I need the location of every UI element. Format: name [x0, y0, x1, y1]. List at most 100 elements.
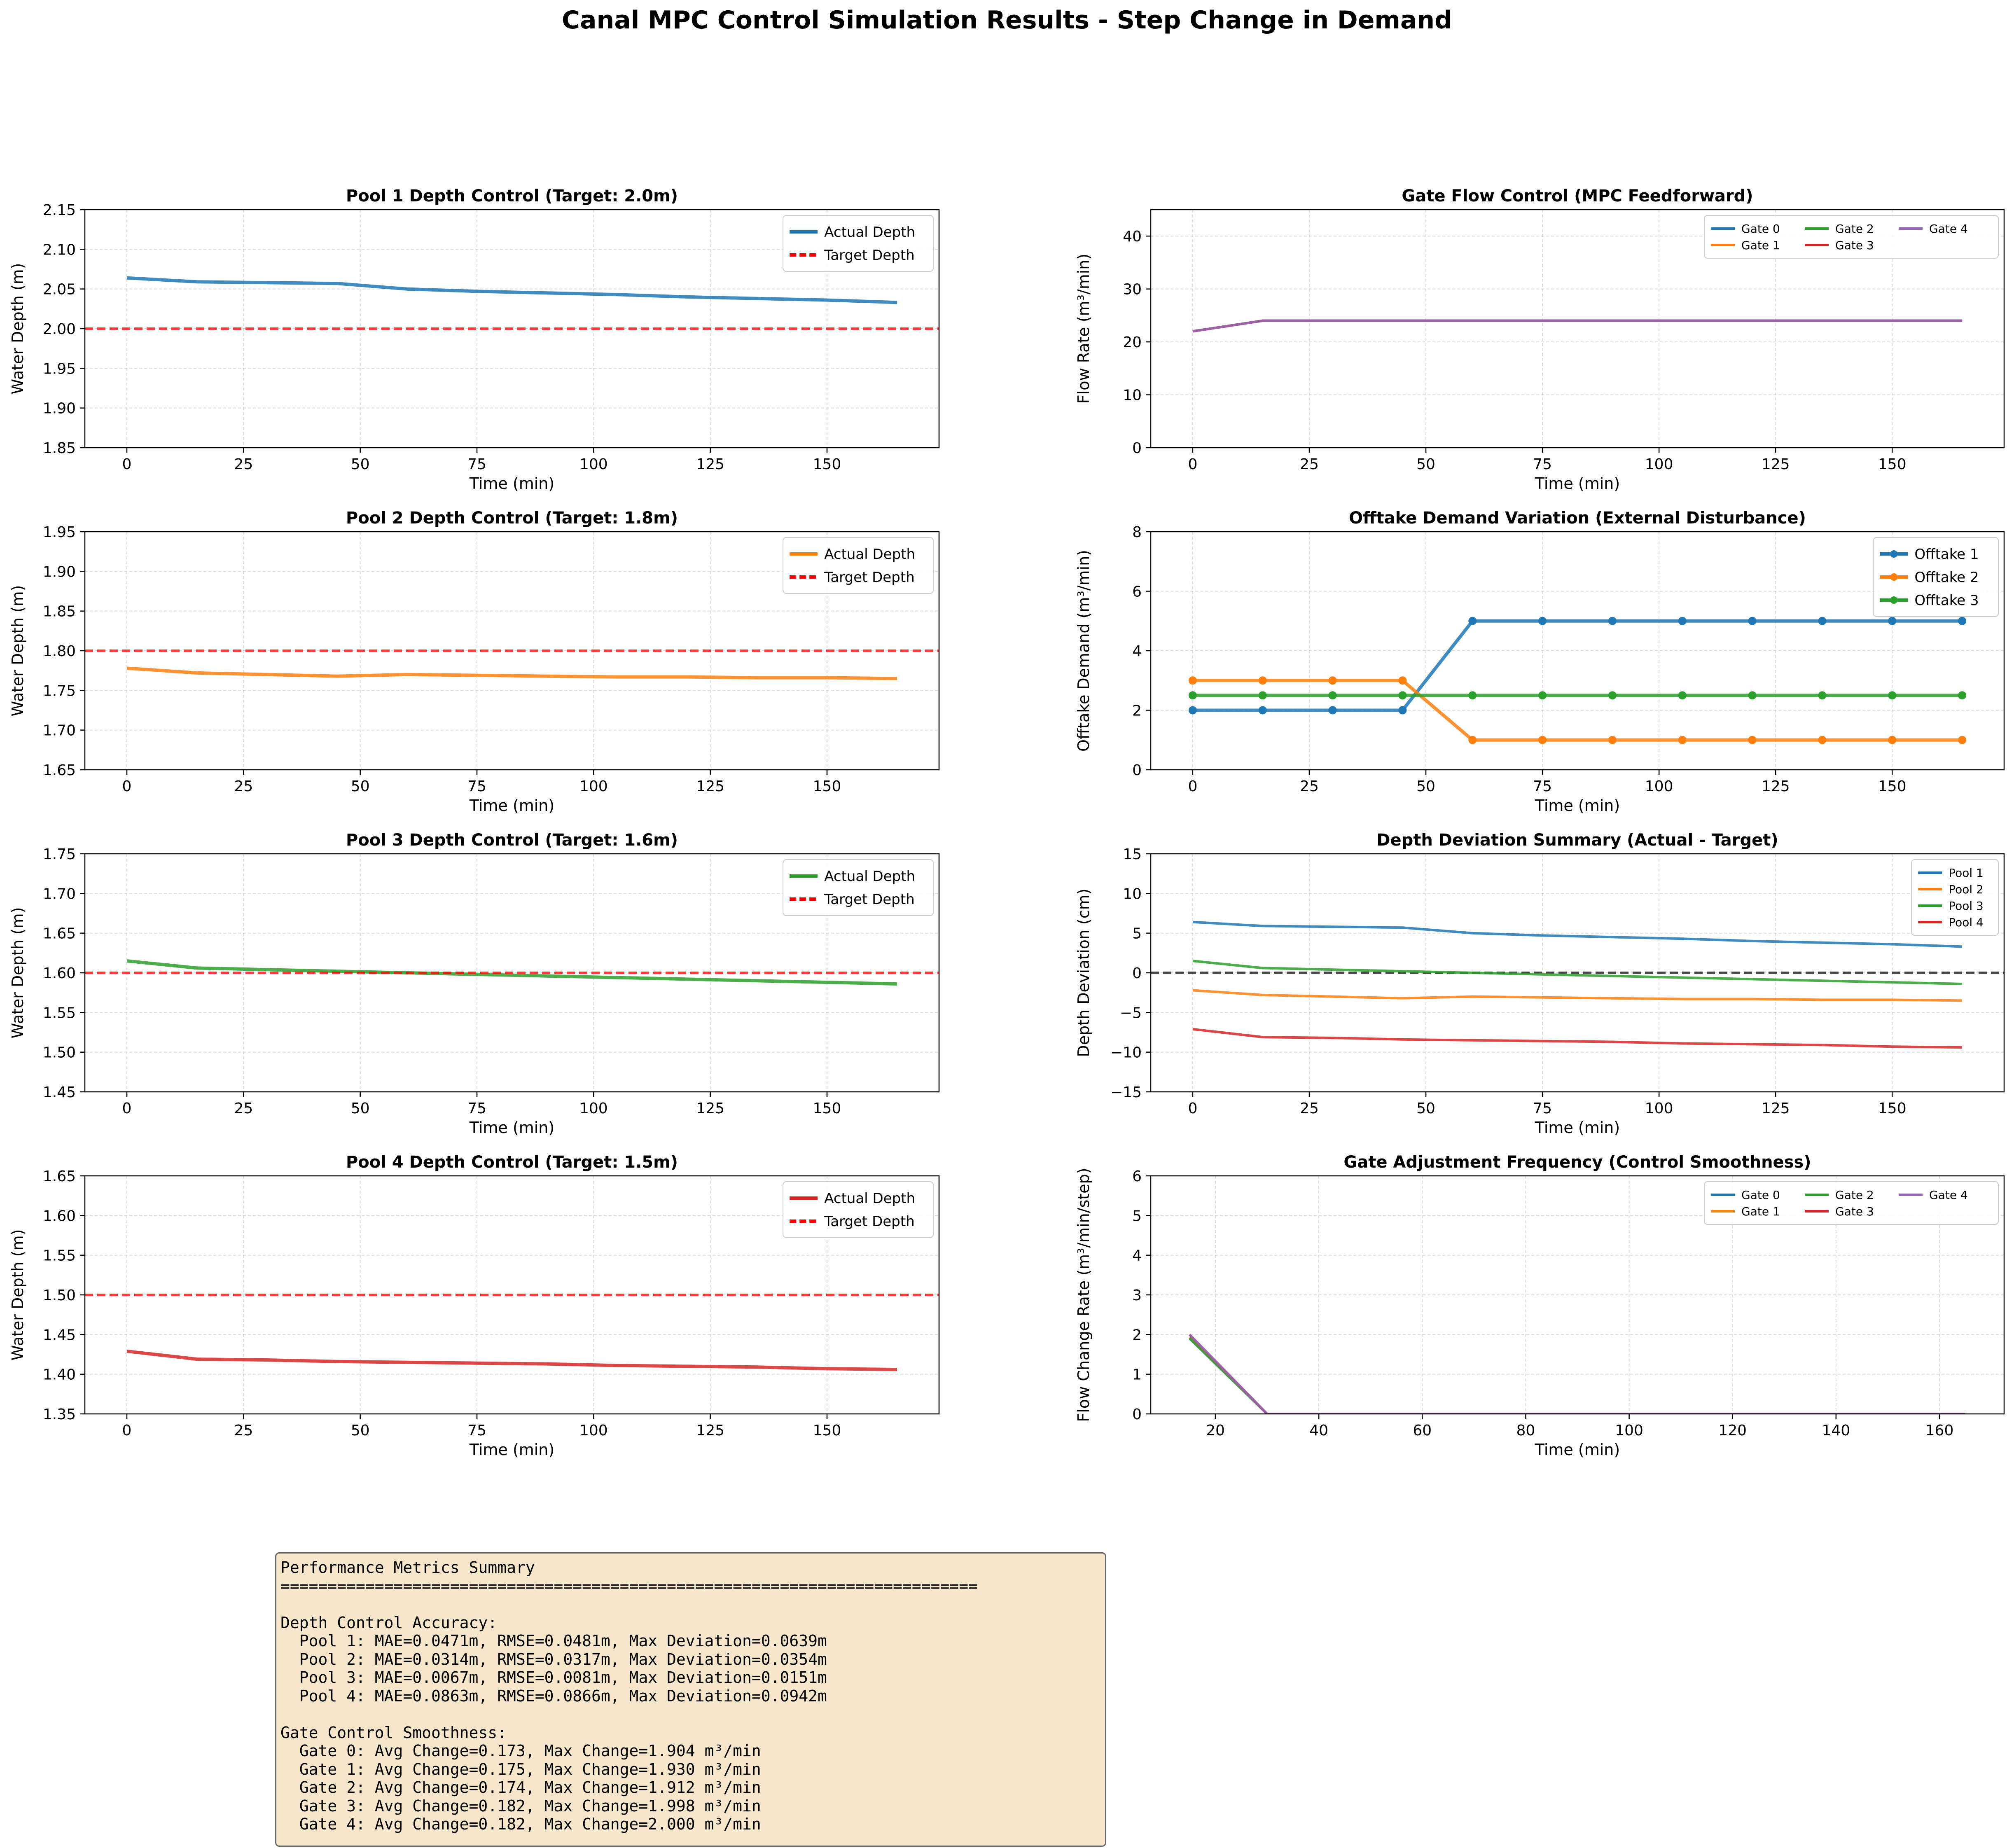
data-point-offtake-3: [1258, 691, 1267, 700]
y-tick-label: 2.15: [43, 202, 76, 219]
data-point-offtake-1: [1468, 617, 1477, 625]
x-tick-label: 125: [696, 456, 724, 473]
y-tick-label: 0: [1132, 965, 1142, 982]
x-tick-label: 125: [1762, 778, 1790, 795]
data-point-offtake-3: [1818, 691, 1827, 700]
metrics-summary-box: Performance Metrics Summary ============…: [275, 1552, 1106, 1847]
x-axis-label: Time (min): [469, 1119, 554, 1137]
metrics-summary-text: Performance Metrics Summary ============…: [280, 1558, 978, 1833]
x-tick-label: 150: [1878, 456, 1907, 473]
x-tick-label: 150: [1878, 1100, 1907, 1117]
data-point-offtake-3: [1888, 691, 1897, 700]
data-point-offtake-2: [1818, 736, 1827, 744]
data-point-offtake-3: [1398, 691, 1407, 700]
legend: Actual Depth Target Depth: [783, 859, 934, 916]
series-line-gate-2: [1189, 1337, 1965, 1414]
y-tick-label: 1.95: [43, 524, 76, 541]
y-tick-label: 1.40: [43, 1367, 76, 1383]
data-point-offtake-3: [1748, 691, 1757, 700]
chart-gatechange: 20 40 60 80 100 120 140 160 0 1 2 3 4 5 6 Time (min) Flo…: [1075, 1153, 2005, 1459]
legend-label-target-depth: Target Depth: [824, 1213, 915, 1230]
data-point-offtake-1: [1748, 617, 1757, 625]
y-tick-label: 1: [1132, 1367, 1142, 1383]
y-tick-label: 1.95: [43, 360, 76, 377]
series-line-pool-4: [1192, 1028, 1963, 1049]
series-line-gate-1: [1192, 319, 1963, 333]
data-point-offtake-3: [1678, 691, 1687, 700]
plot-area: [1151, 920, 2004, 1049]
legend: Actual Depth Target Depth: [783, 215, 934, 272]
chart-pool2: 0 25 50 75 100 125 150 1.65 1.70 1.75 1.80 1.85 1.90…: [9, 509, 940, 815]
plot-area: [85, 649, 939, 680]
y-axis-label: Flow Change Rate (m³/min/step): [1075, 1168, 1093, 1422]
chart-title: Offtake Demand Variation (External Distu…: [1349, 509, 1806, 528]
x-tick-label: 75: [1533, 778, 1552, 795]
y-axis-label: Offtake Demand (m³/min): [1075, 550, 1093, 752]
y-tick-label: −10: [1110, 1044, 1142, 1061]
figure-title: Canal MPC Control Simulation Results - S…: [561, 6, 1453, 35]
legend-label-gate-3: Gate 3: [1835, 1205, 1874, 1218]
x-tick-label: 0: [1188, 456, 1197, 473]
series-line-gate-1: [1189, 1336, 1965, 1414]
plot-area: [85, 959, 939, 986]
data-point-offtake-1: [1958, 617, 1967, 625]
series-line-gate-0: [1192, 319, 1963, 333]
series-line-pool-3: [1192, 960, 1963, 985]
y-tick-label: −15: [1110, 1084, 1142, 1101]
y-tick-label: 6: [1132, 584, 1142, 600]
legend-label-target-depth: Target Depth: [824, 569, 915, 586]
x-tick-label: 100: [1645, 778, 1673, 795]
x-tick-label: 0: [1188, 1100, 1197, 1117]
x-axis-label: Time (min): [1535, 1441, 1620, 1459]
data-point-offtake-1: [1328, 706, 1337, 715]
data-point-offtake-2: [1888, 736, 1897, 744]
chart-pool4: 0 25 50 75 100 125 150 1.35 1.40 1.45 1.50 1.55 1.60…: [9, 1153, 940, 1459]
x-tick-label: 25: [234, 1100, 253, 1117]
chart-pool1: 0 25 50 75 100 125 150 1.85 1.90 1.95 2.00 2.05 2.10…: [9, 187, 940, 493]
data-point-offtake-1: [1818, 617, 1827, 625]
x-tick-label: 80: [1516, 1422, 1535, 1439]
x-tick-label: 100: [579, 1100, 608, 1117]
data-point-offtake-2: [1678, 736, 1687, 744]
legend: Offtake 1 Offtake 2 Offtake 3: [1873, 537, 1999, 617]
legend: Gate 0 Gate 1 Gate 2 Gate 3 Gate 4: [1704, 215, 1999, 259]
series-line-gate-4: [1192, 319, 1963, 333]
chart-title: Pool 4 Depth Control (Target: 1.5m): [346, 1153, 678, 1172]
x-tick-label: 100: [579, 1422, 608, 1439]
x-axis-label: Time (min): [1535, 1119, 1620, 1137]
legend-frame: [783, 537, 934, 594]
x-tick-label: 25: [1300, 1100, 1319, 1117]
legend-label-gate-0: Gate 0: [1741, 1188, 1780, 1202]
data-point-offtake-2: [1258, 676, 1267, 685]
plot-area: [85, 276, 939, 330]
series-line-gate-3: [1192, 319, 1963, 333]
legend: Actual Depth Target Depth: [783, 537, 934, 594]
x-tick-label: 150: [813, 778, 841, 795]
x-tick-label: 100: [579, 456, 608, 473]
y-tick-label: 30: [1123, 281, 1142, 298]
y-tick-label: 5: [1132, 1208, 1142, 1224]
x-axis-label: Time (min): [469, 1441, 554, 1459]
x-tick-label: 75: [467, 456, 486, 473]
x-tick-label: 25: [234, 1422, 253, 1439]
chart-title: Pool 1 Depth Control (Target: 2.0m): [346, 187, 678, 206]
x-tick-label: 125: [1762, 1100, 1790, 1117]
data-point-offtake-1: [1258, 706, 1267, 715]
y-tick-label: 2.05: [43, 281, 76, 298]
y-tick-label: 1.70: [43, 885, 76, 902]
legend-label-target-depth: Target Depth: [824, 891, 915, 908]
data-point-offtake-2: [1188, 676, 1197, 685]
x-tick-label: 125: [696, 1100, 724, 1117]
y-tick-label: 1.85: [43, 603, 76, 620]
x-tick-label: 0: [1188, 778, 1197, 795]
series-line-gate-2: [1192, 319, 1963, 333]
series-line-gate-0: [1189, 1337, 1965, 1414]
x-tick-label: 75: [467, 1422, 486, 1439]
data-point-offtake-1: [1188, 706, 1197, 715]
x-tick-label: 50: [1416, 456, 1435, 473]
x-tick-label: 25: [234, 778, 253, 795]
legend-label-actual-depth: Actual Depth: [824, 1190, 915, 1207]
axes-frame: [84, 1175, 940, 1415]
data-point-offtake-2: [1608, 736, 1617, 744]
legend-label-gate-2: Gate 2: [1835, 222, 1874, 236]
